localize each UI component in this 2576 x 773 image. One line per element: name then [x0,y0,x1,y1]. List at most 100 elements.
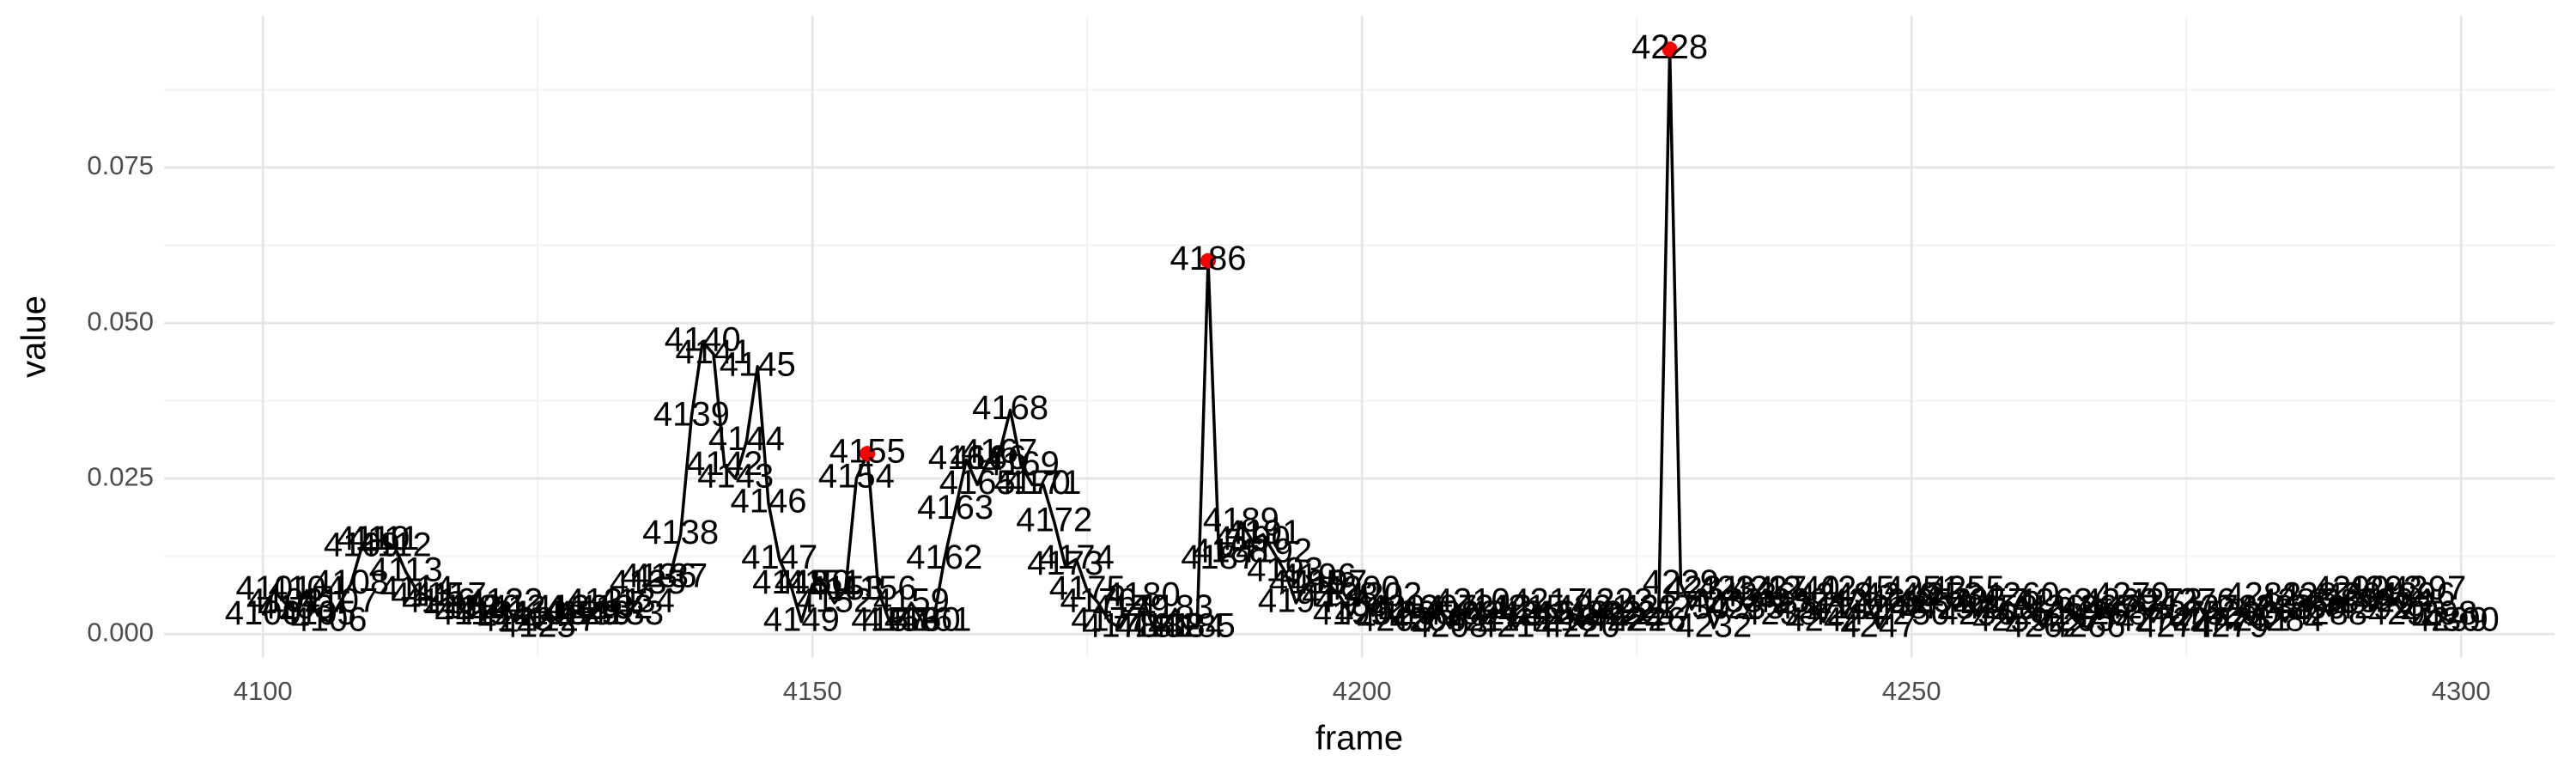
point-label: 4178 [1082,607,1158,645]
point-label: 4170 [994,464,1071,502]
point-label: 4156 [841,569,917,607]
point-label: 4279 [2192,607,2269,645]
point-label: 4235 [1709,588,1785,626]
point-label: 4274 [2137,607,2214,645]
point-label: 4145 [720,345,796,383]
x-tick-label: 4250 [1882,676,1941,706]
point-label: 4222 [1565,594,1642,632]
point-label: 4287 [2280,575,2356,613]
point-label: 4171 [1005,464,1082,502]
point-label: 4118 [424,588,498,626]
point-label: 4244 [1807,594,1884,632]
point-label: 4120 [445,588,521,626]
point-label: 4224 [1588,600,1664,638]
point-label: 4151 [786,563,862,601]
point-label: 4126 [511,594,587,632]
point-label: 4272 [2115,600,2191,638]
point-label: 4127 [521,600,598,638]
point-label: 4195 [1269,563,1346,601]
point-label: 4169 [983,445,1060,483]
point-label: 4202 [1346,575,1422,613]
point-label: 4247 [1840,607,1917,645]
point-label: 4204 [1368,588,1444,626]
point-label: 4188 [1192,533,1268,570]
point-label: 4154 [818,458,895,496]
point-label: 4230 [1654,588,1730,626]
point-label: 4294 [2357,582,2433,620]
point-label: 4132 [576,588,653,626]
point-label: 4236 [1720,575,1796,613]
point-label: 4218 [1522,600,1598,638]
point-label: 4282 [2225,575,2301,613]
point-label: 4250 [1874,594,1950,632]
point-label: 4128 [532,588,609,626]
point-label: 4176 [1060,582,1137,620]
point-label: 4122 [466,582,543,620]
point-label: 4162 [906,539,982,576]
point-label: 4214 [1478,607,1554,645]
point-label: 4219 [1533,594,1609,632]
point-label: 4137 [631,557,708,595]
point-label: 4267 [2060,588,2136,626]
point-label: 4133 [587,594,664,632]
point-label: 4103 [258,588,334,626]
point-label: 4157 [851,600,927,638]
point-label: 4173 [1027,545,1103,582]
point-label: 4220 [1544,607,1620,645]
y-tick-label: 0.000 [87,617,154,647]
point-label: 4209 [1423,594,1499,632]
point-label: 4210 [1434,582,1510,620]
point-label: 4223 [1577,582,1653,620]
point-label: 4200 [1324,569,1400,607]
y-tick-label: 0.025 [87,461,154,491]
point-label: 4216 [1500,594,1577,632]
point-label: 4142 [686,445,762,483]
point-label: 4197 [1291,563,1367,601]
point-label: 4249 [1862,575,1939,613]
point-label: 4104 [269,569,345,607]
point-label: 4292 [2335,588,2411,626]
point-label: 4205 [1379,594,1455,632]
point-label: 4280 [2203,594,2280,632]
point-label: 4109 [324,526,400,563]
point-label: 4245 [1819,569,1895,607]
point-label: 4131 [566,582,642,620]
point-label: 4185 [1159,607,1236,645]
point-label: 4270 [2093,575,2170,613]
point-label: 4278 [2181,588,2257,626]
point-label: 4252 [1895,582,1971,620]
highlight-point [860,446,876,462]
point-label: 4194 [1258,582,1334,620]
point-label: 4211 [1446,600,1520,638]
point-label: 4268 [2071,594,2148,632]
point-label: 4258 [1961,588,2038,626]
point-label: 4285 [2258,582,2335,620]
point-label: 4182 [1126,607,1202,645]
point-label: 4265 [2038,600,2115,638]
point-label: 4234 [1698,569,1774,607]
point-label: 4206 [1390,600,1467,638]
point-label: 4262 [2005,607,2081,645]
point-label: 4212 [1455,588,1532,626]
y-tick-label: 0.075 [87,150,154,180]
point-label: 4139 [653,395,730,433]
point-label: 4241 [1775,588,1851,626]
point-label: 4255 [1929,569,2005,607]
point-label: 4228 [1631,28,1708,66]
point-label: 4106 [291,600,368,638]
point-label: 4275 [2148,594,2225,632]
highlight-point [1662,41,1678,58]
point-label: 4129 [544,594,620,632]
point-label: 4253 [1906,575,1983,613]
point-label: 4124 [489,588,565,626]
point-label: 4288 [2291,594,2367,632]
point-label: 4167 [961,433,1037,471]
point-label: 4243 [1796,575,1873,613]
point-label: 4221 [1555,588,1631,626]
point-label: 4172 [1016,501,1092,539]
point-label: 4130 [555,594,631,632]
point-label: 4101 [236,569,313,607]
line [261,47,2462,630]
point-label: 4254 [1917,588,1994,626]
point-label: 4144 [708,420,785,458]
